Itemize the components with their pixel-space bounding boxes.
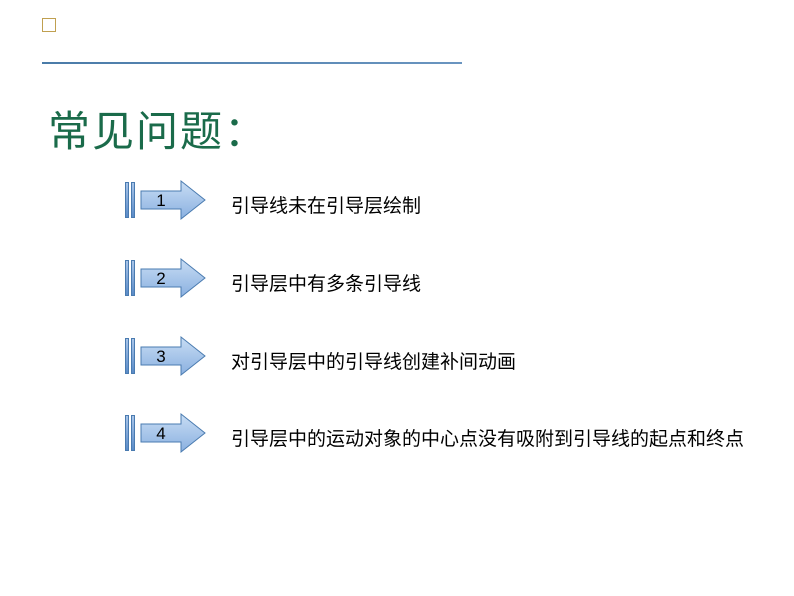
items-list: 1 引导线未在引导层绘制 2 引导层中有多条引导线 3 对引导层中的引导线创建补间动画 4 引… xyxy=(125,178,744,489)
arrow-icon-group: 4 xyxy=(125,411,207,455)
item-number: 4 xyxy=(156,424,165,443)
bars-icon xyxy=(125,260,135,296)
list-item: 2 引导层中有多条引导线 xyxy=(125,256,744,306)
arrow-icon: 1 xyxy=(139,178,207,222)
arrow-icon: 2 xyxy=(139,256,207,300)
item-text: 引导线未在引导层绘制 xyxy=(231,178,421,228)
arrow-icon-group: 2 xyxy=(125,256,207,300)
item-text: 引导层中有多条引导线 xyxy=(231,256,421,306)
item-number: 3 xyxy=(156,347,165,366)
item-text: 对引导层中的引导线创建补间动画 xyxy=(231,334,516,384)
item-number: 1 xyxy=(156,191,165,210)
list-item: 4 引导层中的运动对象的中心点没有吸附到引导线的起点和终点 xyxy=(125,411,744,461)
item-number: 2 xyxy=(156,269,165,288)
arrow-icon-group: 3 xyxy=(125,334,207,378)
decoration-square xyxy=(42,18,56,32)
bars-icon xyxy=(125,182,135,218)
bars-icon xyxy=(125,338,135,374)
arrow-icon: 3 xyxy=(139,334,207,378)
list-item: 3 对引导层中的引导线创建补间动画 xyxy=(125,334,744,384)
arrow-icon: 4 xyxy=(139,411,207,455)
arrow-icon-group: 1 xyxy=(125,178,207,222)
list-item: 1 引导线未在引导层绘制 xyxy=(125,178,744,228)
bars-icon xyxy=(125,415,135,451)
item-text: 引导层中的运动对象的中心点没有吸附到引导线的起点和终点 xyxy=(231,411,744,461)
page-title: 常见问题： xyxy=(48,98,268,159)
decoration-line xyxy=(42,62,462,64)
